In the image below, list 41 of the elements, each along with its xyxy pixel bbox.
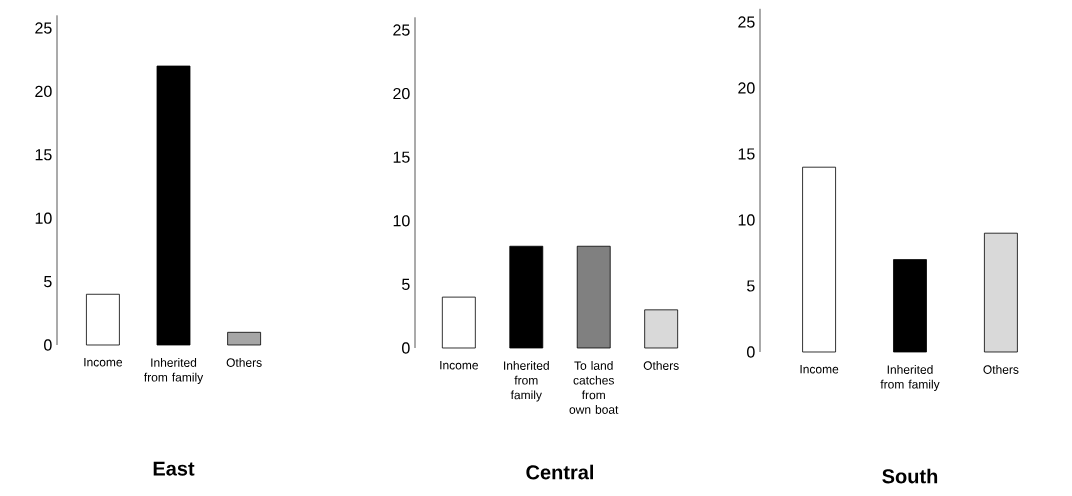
x-tick-label: Inherited from family: [880, 365, 940, 391]
y-tick-label: 20: [35, 85, 52, 98]
y-tick-label: 5: [747, 280, 755, 292]
bar: [893, 259, 927, 353]
bar: [644, 309, 679, 349]
y-tick-label: 15: [35, 149, 52, 161]
bar: [984, 232, 1018, 353]
x-tick-label: Inherited from family: [144, 358, 204, 384]
y-tick-label: 0: [44, 339, 52, 351]
y-tick-label: 20: [393, 87, 410, 100]
bar: [156, 65, 191, 346]
y-tick-label: 10: [738, 214, 755, 226]
text: East: [153, 461, 195, 476]
y-tick-label: 10: [393, 215, 410, 227]
y-tick-label: 15: [738, 148, 755, 160]
x-tick-label: Income: [800, 365, 839, 374]
y-tick-label: 5: [402, 278, 410, 290]
bar: [802, 166, 836, 353]
x-tick-label: To land catches from own boat: [569, 361, 619, 414]
y-tick-label: 25: [393, 24, 410, 36]
text: Central: [526, 464, 594, 480]
x-tick-label: Others: [983, 365, 1019, 374]
bar: [227, 331, 262, 346]
y-tick-label: 0: [747, 346, 755, 358]
x-tick-label: Income: [440, 361, 478, 370]
bar: [441, 296, 476, 349]
x-tick-label: Inherited from family: [504, 361, 549, 402]
x-tick-label: Others: [643, 361, 679, 370]
x-tick-label: Others: [226, 358, 262, 367]
y-tick-label: 10: [35, 212, 52, 224]
y-tick-label: 15: [393, 151, 410, 163]
y-tick-label: 0: [402, 342, 410, 354]
bar: [86, 293, 120, 346]
y-tick-label: 5: [44, 276, 52, 288]
x-tick-label: Income: [84, 358, 123, 367]
y-tick-label: 25: [738, 16, 755, 28]
y-tick-label: 25: [35, 22, 52, 34]
y-tick-label: 20: [738, 82, 755, 94]
text: South: [882, 468, 938, 484]
bar: [509, 245, 544, 349]
bar: [576, 245, 611, 349]
